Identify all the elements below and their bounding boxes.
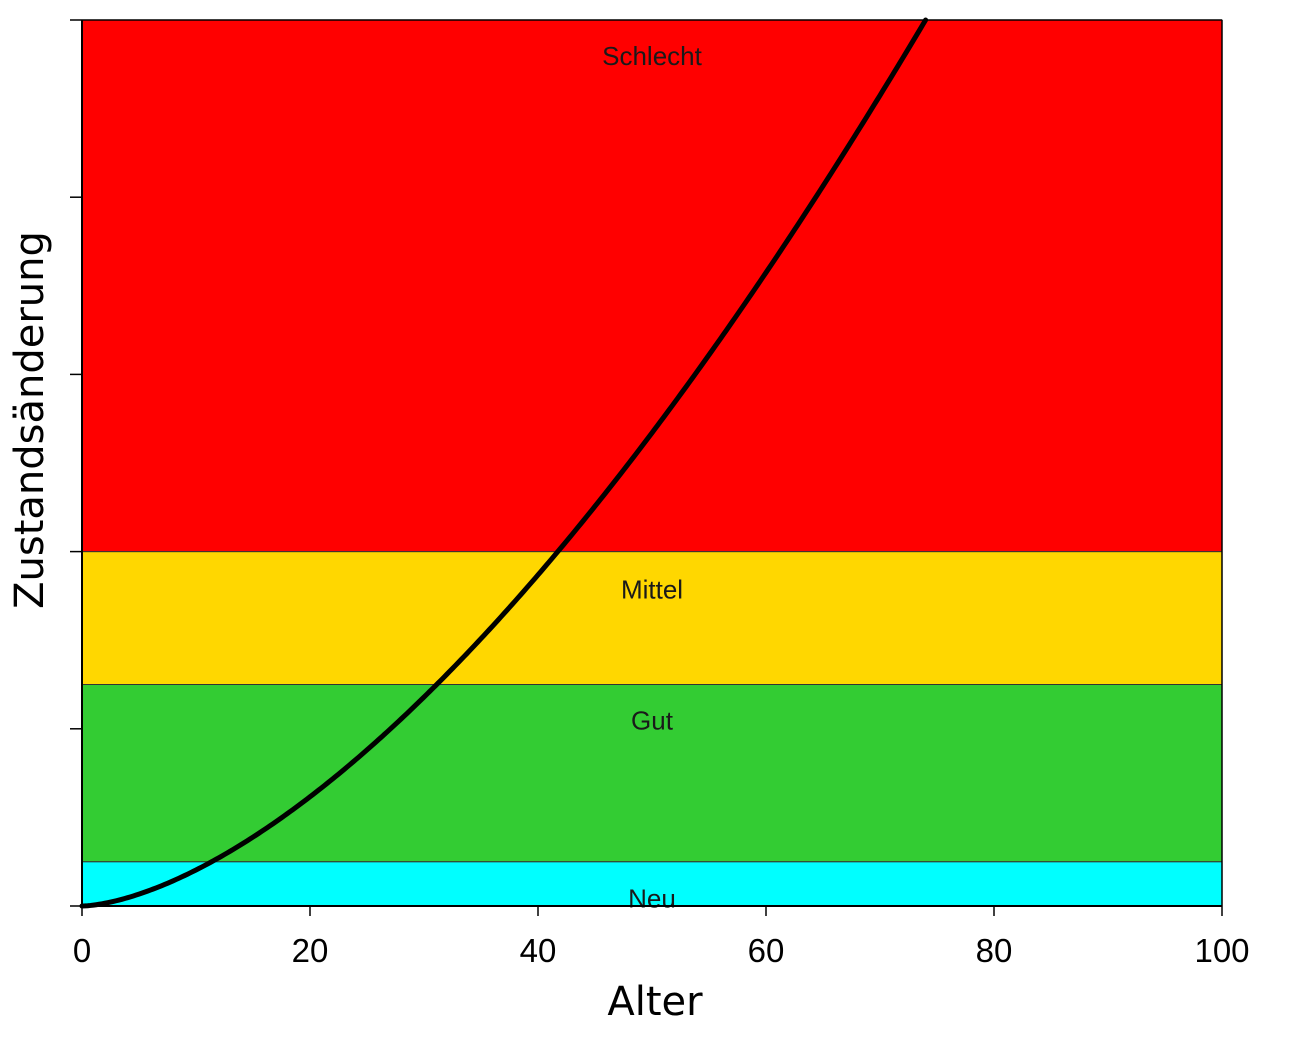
ticks-layer: 0 20 40 60 80 100 bbox=[70, 19, 1250, 969]
zone-schlecht bbox=[81, 19, 1223, 553]
zone-mittel bbox=[81, 551, 1223, 685]
zone-gut bbox=[81, 684, 1223, 863]
zone-neu bbox=[81, 861, 1223, 907]
zone-label-mittel: Mittel bbox=[621, 575, 683, 605]
x-tick-label-80: 80 bbox=[976, 932, 1013, 969]
x-tick-label-20: 20 bbox=[292, 932, 329, 969]
series-line-0 bbox=[79, 17, 929, 909]
zone-label-neu: Neu bbox=[628, 884, 676, 914]
curve-layer bbox=[79, 17, 929, 909]
x-tick-label-0: 0 bbox=[73, 932, 91, 969]
zones-layer bbox=[81, 19, 1223, 907]
y-axis-title: Zustandsänderung bbox=[7, 231, 53, 609]
x-tick-label-40: 40 bbox=[520, 932, 557, 969]
zone-label-schlecht: Schlecht bbox=[602, 41, 702, 71]
x-axis-title: Alter bbox=[607, 979, 703, 1025]
zone-label-gut: Gut bbox=[631, 706, 674, 736]
x-tick-label-60: 60 bbox=[748, 932, 785, 969]
axes-layer bbox=[81, 19, 1223, 907]
x-tick-label-100: 100 bbox=[1194, 932, 1249, 969]
zone-labels-layer: Neu Gut Mittel Schlecht bbox=[602, 41, 702, 914]
